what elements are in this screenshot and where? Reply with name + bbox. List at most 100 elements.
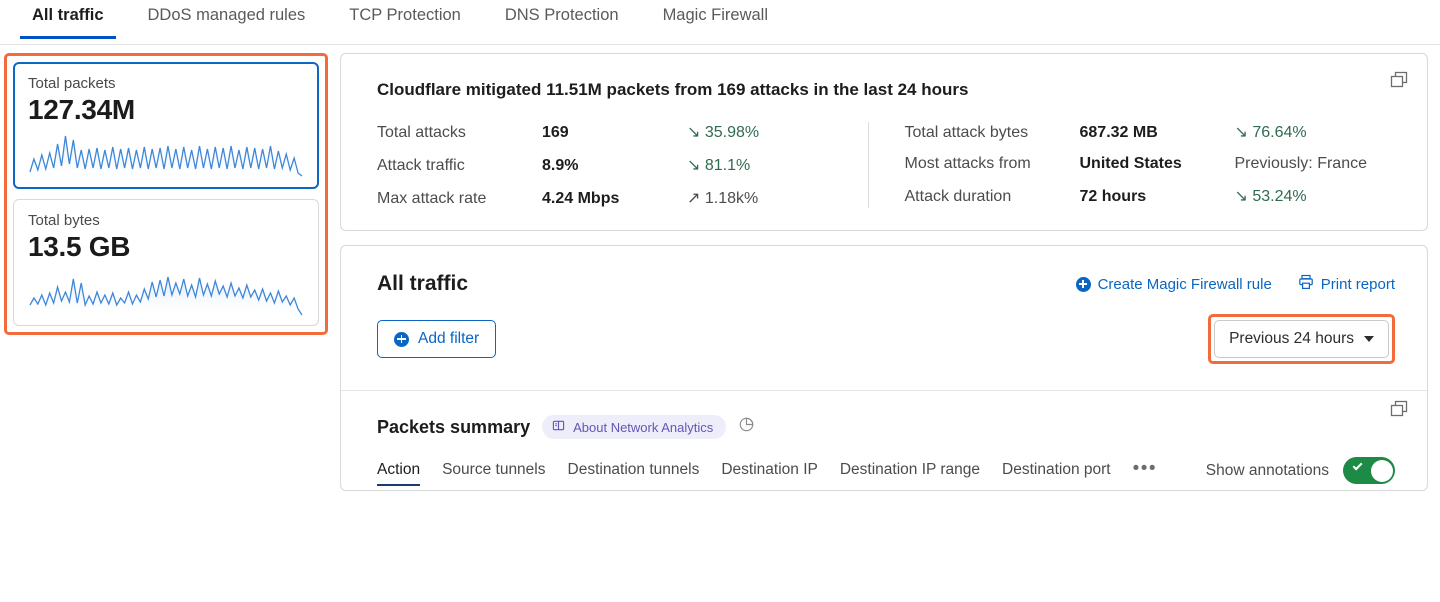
filter-row: Add filter Previous 24 hours <box>341 296 1427 390</box>
main-tab-bar: All traffic DDoS managed rules TCP Prote… <box>0 0 1440 45</box>
packets-summary-title: Packets summary <box>377 416 531 437</box>
metrics-sidebar: Total packets 127.34M Total bytes 13.5 G… <box>0 45 340 335</box>
subtab-destination-ip-range[interactable]: Destination IP range <box>840 461 980 486</box>
stat-delta: ↘ 35.98% <box>687 124 760 141</box>
printer-icon <box>1298 274 1314 294</box>
more-options-icon[interactable]: ••• <box>1132 458 1158 479</box>
stat-row: Total attack bytes 687.32 MB ↘ 76.64% <box>905 122 1396 142</box>
stat-value: 687.32 MB <box>1079 124 1158 141</box>
stat-delta: Previously: France <box>1234 155 1368 172</box>
subtab-label: Destination tunnels <box>567 461 700 478</box>
metric-card-total-packets[interactable]: Total packets 127.34M <box>13 62 319 189</box>
stats-wrapper: Total attacks 169 ↘ 35.98% Attack traffi… <box>377 122 1395 208</box>
stats-column-right: Total attack bytes 687.32 MB ↘ 76.64% Mo… <box>867 122 1396 208</box>
toggle-knob <box>1370 459 1393 482</box>
stat-row: Attack duration 72 hours ↘ 53.24% <box>905 186 1396 206</box>
stat-name: Total attacks <box>377 124 466 141</box>
sparkline-total-bytes <box>29 276 303 317</box>
book-icon <box>552 419 565 435</box>
tab-dns-protection[interactable]: DNS Protection <box>483 0 641 39</box>
stat-name: Attack traffic <box>377 157 465 174</box>
tab-tcp-protection[interactable]: TCP Protection <box>327 0 483 39</box>
subtab-destination-port[interactable]: Destination port <box>1002 461 1111 486</box>
stat-value: 72 hours <box>1079 188 1147 205</box>
chevron-down-icon <box>1364 336 1374 342</box>
stat-value: United States <box>1079 155 1182 172</box>
stat-name: Attack duration <box>904 188 1012 205</box>
link-label: Print report <box>1320 275 1395 293</box>
time-range-label: Previous 24 hours <box>1229 330 1354 347</box>
attack-summary-panel: Cloudflare mitigated 11.51M packets from… <box>340 53 1428 231</box>
panel-title: All traffic <box>377 272 469 295</box>
summary-headline: Cloudflare mitigated 11.51M packets from… <box>377 80 969 99</box>
stat-delta: ↘ 53.24% <box>1234 188 1307 205</box>
subtab-label: Destination IP range <box>839 461 981 478</box>
subtab-source-tunnels[interactable]: Source tunnels <box>442 461 545 486</box>
expand-icon[interactable] <box>1389 399 1409 419</box>
link-label: Create Magic Firewall rule <box>1097 275 1272 293</box>
tab-label: Magic Firewall <box>662 6 768 24</box>
sparkline-total-packets <box>29 135 303 180</box>
stat-name: Most attacks from <box>904 155 1031 172</box>
check-icon <box>1352 460 1363 471</box>
metric-card-label: Total packets <box>28 75 116 92</box>
packets-summary-section: Packets summary About Network Analytics <box>341 391 1427 490</box>
stat-row: Max attack rate 4.24 Mbps ↗ 1.18k% <box>377 188 868 208</box>
stat-row: Attack traffic 8.9% ↘ 81.1% <box>377 155 868 175</box>
packets-summary-header: Packets summary About Network Analytics <box>377 415 1395 439</box>
metric-card-total-bytes[interactable]: Total bytes 13.5 GB <box>13 199 319 326</box>
tab-label: DNS Protection <box>504 6 619 24</box>
time-range-dropdown[interactable]: Previous 24 hours <box>1214 320 1389 358</box>
stat-delta: ↘ 76.64% <box>1234 124 1307 141</box>
tab-ddos-managed-rules[interactable]: DDoS managed rules <box>126 0 328 39</box>
packets-summary-tabs-row: Action Source tunnels Destination tunnel… <box>377 457 1395 490</box>
add-filter-button[interactable]: Add filter <box>377 320 497 358</box>
traffic-header: All traffic Create Magic Firewall rule P… <box>341 246 1427 296</box>
metric-card-value: 127.34M <box>28 94 135 125</box>
print-report-link[interactable]: Print report <box>1298 274 1395 294</box>
summary-body: Cloudflare mitigated 11.51M packets from… <box>341 54 1427 230</box>
subtab-label: Action <box>377 461 421 478</box>
metric-card-label: Total bytes <box>28 212 100 229</box>
about-network-analytics-badge[interactable]: About Network Analytics <box>542 415 727 439</box>
tab-all-traffic[interactable]: All traffic <box>10 0 126 39</box>
stat-delta: ↘ 81.1% <box>687 157 751 174</box>
stat-value: 169 <box>542 124 569 141</box>
subtab-label: Destination port <box>1002 461 1111 478</box>
tab-label: TCP Protection <box>349 6 461 24</box>
metric-card-value: 13.5 GB <box>28 231 131 262</box>
all-traffic-panel: All traffic Create Magic Firewall rule P… <box>340 245 1428 491</box>
stat-value: 8.9% <box>542 157 579 174</box>
tab-magic-firewall[interactable]: Magic Firewall <box>641 0 790 39</box>
add-filter-label: Add filter <box>418 330 480 347</box>
show-annotations-toggle[interactable] <box>1343 457 1395 484</box>
tab-label: DDoS managed rules <box>147 6 306 24</box>
badge-label: About Network Analytics <box>573 419 714 435</box>
show-annotations-control: Show annotations <box>1206 457 1395 490</box>
subtab-action[interactable]: Action <box>377 461 421 486</box>
plus-circle-icon <box>394 331 409 347</box>
page-body: Total packets 127.34M Total bytes 13.5 G… <box>0 45 1440 602</box>
stat-delta: ↗ 1.18k% <box>687 190 759 207</box>
main-content: Cloudflare mitigated 11.51M packets from… <box>340 45 1440 505</box>
packets-summary-tabs: Action Source tunnels Destination tunnel… <box>377 458 1157 489</box>
expand-icon[interactable] <box>1389 70 1409 90</box>
subtab-destination-tunnels[interactable]: Destination tunnels <box>568 461 700 486</box>
stat-row: Total attacks 169 ↘ 35.98% <box>377 122 868 142</box>
tab-label: All traffic <box>32 6 104 24</box>
subtab-label: Destination IP <box>721 461 818 478</box>
subtab-label: Source tunnels <box>442 461 546 478</box>
subtab-destination-ip[interactable]: Destination IP <box>721 461 818 486</box>
stat-name: Max attack rate <box>377 190 487 207</box>
stat-row: Most attacks from United States Previous… <box>905 155 1396 173</box>
time-range-highlight: Previous 24 hours <box>1208 314 1395 364</box>
stat-value: 4.24 Mbps <box>542 190 620 207</box>
plus-circle-icon <box>1075 276 1091 292</box>
stats-column-left: Total attacks 169 ↘ 35.98% Attack traffi… <box>377 122 868 208</box>
pie-chart-icon[interactable] <box>738 416 755 438</box>
metric-cards-highlight: Total packets 127.34M Total bytes 13.5 G… <box>4 53 328 335</box>
stat-name: Total attack bytes <box>904 124 1029 141</box>
show-annotations-label: Show annotations <box>1205 461 1329 479</box>
create-magic-firewall-rule-link[interactable]: Create Magic Firewall rule <box>1075 275 1272 293</box>
panel-divider <box>341 390 1427 391</box>
